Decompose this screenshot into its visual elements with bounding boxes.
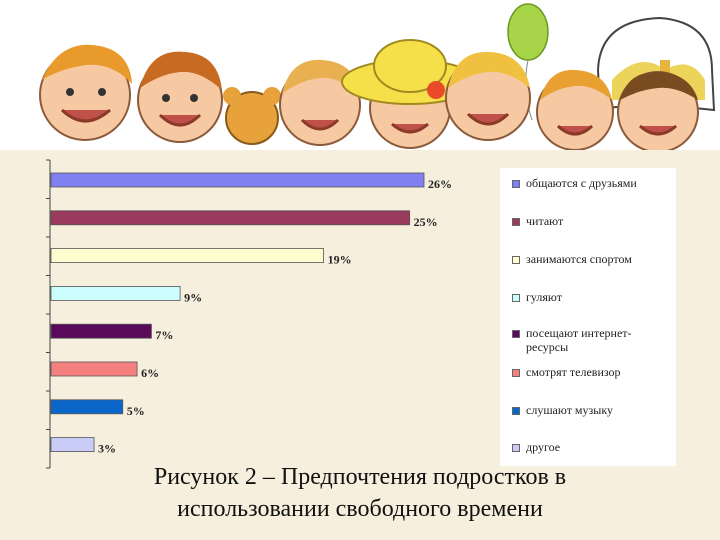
legend-label: читают: [526, 214, 564, 228]
legend-label: гуляют: [526, 290, 562, 304]
bar-value-label: 26%: [428, 177, 452, 191]
figure-caption-line-2: использовании свободного времени: [177, 496, 543, 522]
bar-3: [50, 248, 324, 264]
legend-swatch: [512, 407, 520, 415]
figure-caption-line-1: Рисунок 2 – Предпочтения подростков в: [153, 464, 567, 490]
child-face-1: [39, 44, 132, 141]
legend-swatch: [512, 256, 520, 264]
child-face-hat: [341, 39, 479, 149]
teddy-bear-icon: [223, 87, 281, 145]
legend-label: общаются с друзьями: [526, 176, 637, 190]
legend-item: другое: [512, 440, 672, 454]
legend-label: ресурсы: [526, 340, 569, 354]
legend-label: занимаются спортом: [526, 252, 632, 266]
legend-item: занимаются спортом: [512, 252, 672, 266]
legend-swatch: [512, 294, 520, 302]
legend-item: общаются с друзьями: [512, 176, 672, 190]
bar-1: [50, 172, 425, 188]
legend-item: смотрят телевизор: [512, 365, 672, 379]
child-face-6: [617, 71, 699, 150]
legend-item: читают: [512, 214, 672, 228]
child-face-2: [137, 51, 223, 143]
bar-value-label: 9%: [184, 290, 202, 304]
chart-legend: общаются с друзьями читают занимаются спор…: [500, 168, 676, 466]
legend-swatch: [512, 444, 520, 452]
legend-swatch: [512, 180, 520, 188]
legend-label: слушают музыку: [526, 403, 613, 417]
bar-value-label: 6%: [141, 366, 159, 380]
legend-swatch: [512, 330, 520, 338]
legend-item: посещают интернет-ресурсы: [512, 326, 672, 354]
child-face-3: [279, 59, 361, 146]
bar-value-label: 7%: [155, 328, 173, 342]
legend-label: другое: [526, 440, 561, 454]
bar-8: [50, 437, 95, 453]
bar-value-label: 25%: [414, 215, 438, 229]
legend-label: посещают интернет-: [526, 326, 632, 340]
bar-7: [50, 399, 124, 415]
legend-label: смотрят телевизор: [526, 365, 621, 379]
legend-swatch: [512, 369, 520, 377]
bar-2: [50, 210, 411, 226]
bar-4: [50, 285, 181, 301]
child-face-4: [445, 51, 531, 141]
bar-value-label: 5%: [127, 404, 145, 418]
bar-6: [50, 361, 138, 377]
children-illustration: [0, 0, 720, 150]
child-face-5: [536, 69, 614, 150]
bar-5: [50, 323, 152, 339]
legend-item: гуляют: [512, 290, 672, 304]
legend-item: слушают музыку: [512, 403, 672, 417]
bar-value-label: 19%: [328, 253, 352, 267]
legend-swatch: [512, 218, 520, 226]
bar-value-label: 3%: [98, 442, 116, 456]
